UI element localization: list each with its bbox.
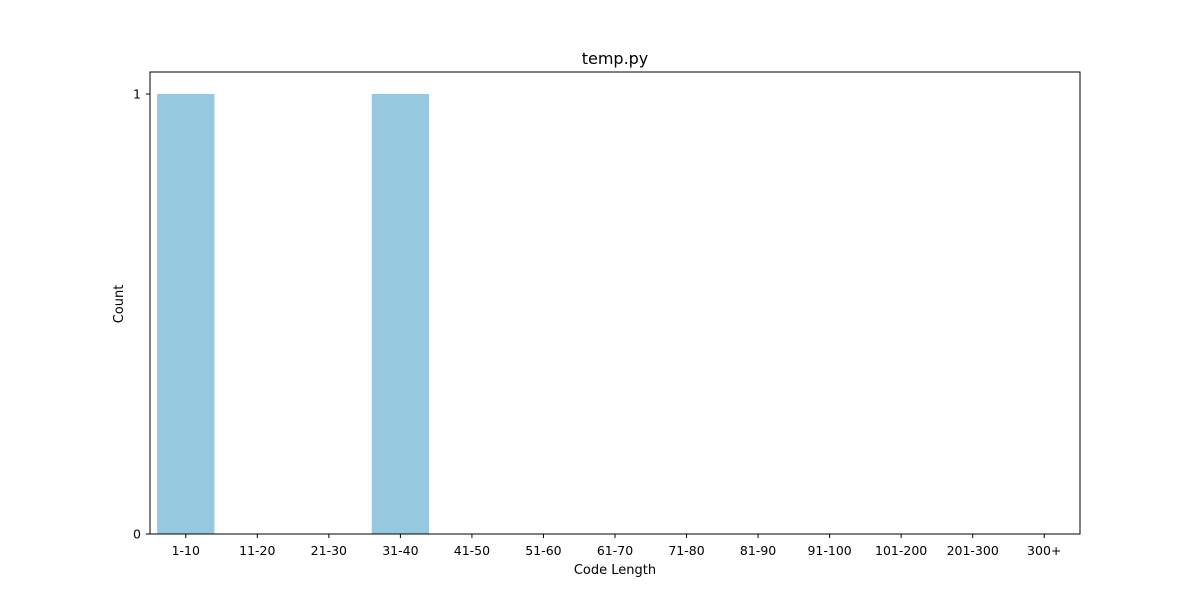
plot-frame (149, 71, 1081, 535)
x-tick-label: 91-100 (807, 543, 851, 558)
bars-layer (157, 94, 429, 534)
bar-31-40 (371, 94, 429, 534)
bar-1-10 (157, 94, 215, 534)
x-tick-label: 81-90 (740, 543, 776, 558)
x-tick-label: 71-80 (668, 543, 704, 558)
x-tick-label: 1-10 (172, 543, 200, 558)
x-tick-label: 11-20 (239, 543, 275, 558)
x-tick-label: 41-50 (454, 543, 490, 558)
x-tick-label: 101-200 (875, 543, 927, 558)
x-tick-label: 61-70 (597, 543, 633, 558)
x-tick-label: 31-40 (382, 543, 418, 558)
x-tick-label: 300+ (1027, 543, 1061, 558)
x-tick-label: 21-30 (311, 543, 347, 558)
x-axis-ticks: 1-10 11-20 21-30 31-40 41-50 51-60 61-70 71-80 8… (172, 534, 1061, 558)
chart-title: temp.py (582, 49, 649, 68)
y-tick-label: 1 (133, 87, 141, 102)
y-tick-label: 0 (133, 527, 141, 542)
y-axis-label: Count (112, 285, 127, 324)
x-axis-label: Code Length (574, 563, 656, 578)
x-tick-label: 201-300 (947, 543, 999, 558)
y-axis-ticks: 01 (133, 87, 150, 542)
x-tick-label: 51-60 (525, 543, 561, 558)
